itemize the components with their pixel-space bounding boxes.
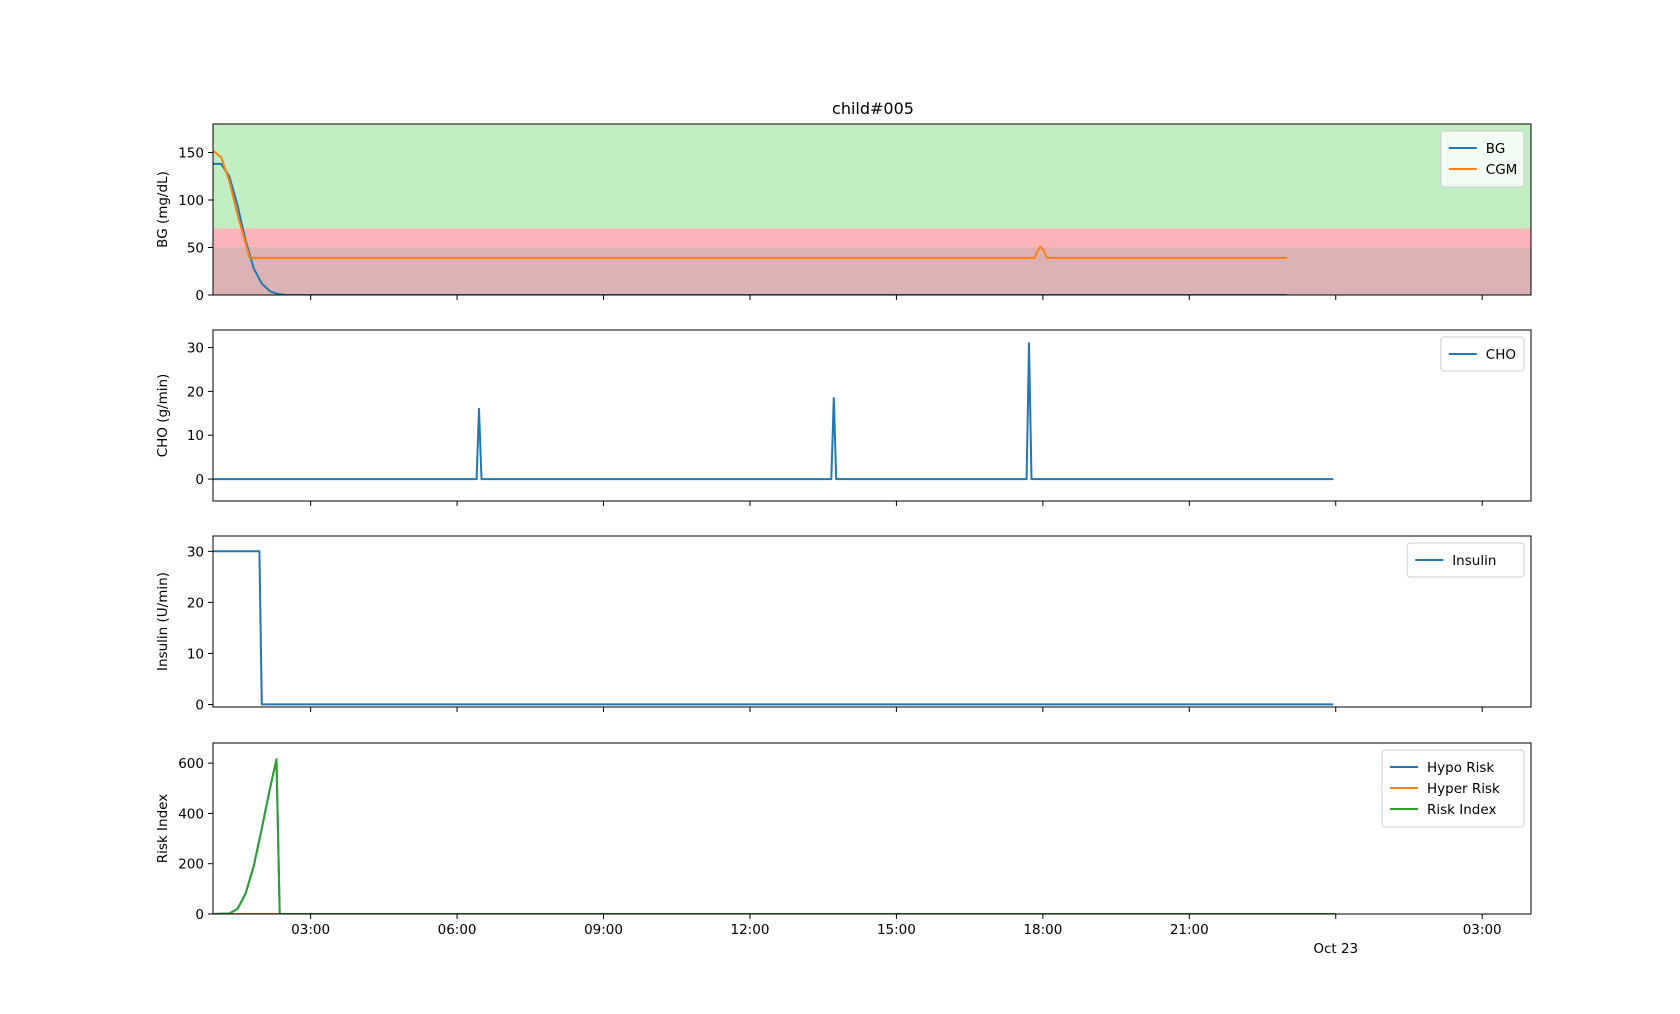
panel-4: 0 200 400 600 Risk Index 03:00 06:00 09:00 12:00… xyxy=(155,742,1532,957)
axes-frame-3 xyxy=(212,535,1532,708)
y-tick-label: 30 xyxy=(187,341,204,357)
y-tick-label: 50 xyxy=(187,241,204,257)
y-axis-label: Insulin (U/min) xyxy=(155,572,171,671)
panel-2: 0 10 20 30 CHO (g/min) CHO xyxy=(155,329,1532,506)
plot-area-3 xyxy=(213,550,1334,706)
y-tick-label: 400 xyxy=(178,806,204,822)
axes-frame-4 xyxy=(212,742,1532,915)
band-1 xyxy=(213,228,1531,248)
x-tick-label: 03:00 xyxy=(1463,922,1502,938)
plot-area-2 xyxy=(213,342,1334,481)
y-tick-label: 30 xyxy=(187,544,204,560)
legend-label-hyper-risk: Hyper Risk xyxy=(1427,781,1500,797)
x-secondary-label: Oct 23 xyxy=(1313,941,1358,957)
legend-label-risk-index: Risk Index xyxy=(1427,802,1496,818)
series-line-cho xyxy=(213,342,1334,481)
axes-frame-1 xyxy=(212,123,1532,296)
y-tick-label: 20 xyxy=(187,595,204,611)
y-tick-label: 0 xyxy=(195,907,204,923)
y-tick-label: 0 xyxy=(195,472,204,488)
series-line-cgm xyxy=(213,149,1287,259)
series-line-risk-index xyxy=(213,758,1336,914)
legend-box xyxy=(1440,130,1525,188)
legend-box xyxy=(1381,749,1525,828)
figure-title: child#005 xyxy=(832,99,914,118)
band-0 xyxy=(213,124,1531,229)
legend-label-cgm: CGM xyxy=(1486,162,1518,178)
y-tick-label: 100 xyxy=(178,193,204,209)
plot-area-1 xyxy=(213,124,1531,295)
legend-label-insulin: Insulin xyxy=(1452,553,1496,569)
y-tick-label: 10 xyxy=(187,646,204,662)
y-tick-label: 600 xyxy=(178,756,204,772)
y-tick-label: 20 xyxy=(187,384,204,400)
series-line-hypo-risk xyxy=(213,758,1336,914)
legend-label-cho: CHO xyxy=(1486,347,1516,363)
legend-2: CHO xyxy=(1440,336,1525,372)
plot-area-4 xyxy=(213,758,1336,914)
legend-label-hypo-risk: Hypo Risk xyxy=(1427,760,1494,776)
legend-4: Hypo Risk Hyper Risk Risk Index xyxy=(1381,749,1525,828)
x-tick-label: 15:00 xyxy=(877,922,916,938)
panel-1: 0 50 100 150 BG (mg/dL) BG CGM xyxy=(155,123,1532,304)
x-tick-label: 21:00 xyxy=(1170,922,1209,938)
x-tick-label: 03:00 xyxy=(291,922,330,938)
x-tick-label: 12:00 xyxy=(731,922,770,938)
x-tick-label: 06:00 xyxy=(438,922,477,938)
y-tick-label: 0 xyxy=(195,288,204,304)
series-line-insulin xyxy=(213,550,1334,706)
legend-label-bg: BG xyxy=(1486,141,1506,157)
y-axis-label: Risk Index xyxy=(155,794,171,863)
x-tick-label: 09:00 xyxy=(584,922,623,938)
legend-1: BG CGM xyxy=(1440,130,1525,188)
y-tick-label: 200 xyxy=(178,857,204,873)
legend-3: Insulin xyxy=(1406,542,1525,578)
band-2 xyxy=(213,247,1531,295)
axes-frame-2 xyxy=(212,329,1532,502)
y-axis-label: CHO (g/min) xyxy=(155,374,171,458)
y-axis-label: BG (mg/dL) xyxy=(155,171,171,248)
y-tick-label: 0 xyxy=(195,697,204,713)
legend-box xyxy=(1406,542,1525,578)
legend-box xyxy=(1440,336,1525,372)
panel-3: 0 10 20 30 Insulin (U/min) Insulin xyxy=(155,535,1532,713)
y-tick-label: 10 xyxy=(187,428,204,444)
y-tick-label: 150 xyxy=(178,146,204,162)
x-tick-label: 18:00 xyxy=(1023,922,1062,938)
